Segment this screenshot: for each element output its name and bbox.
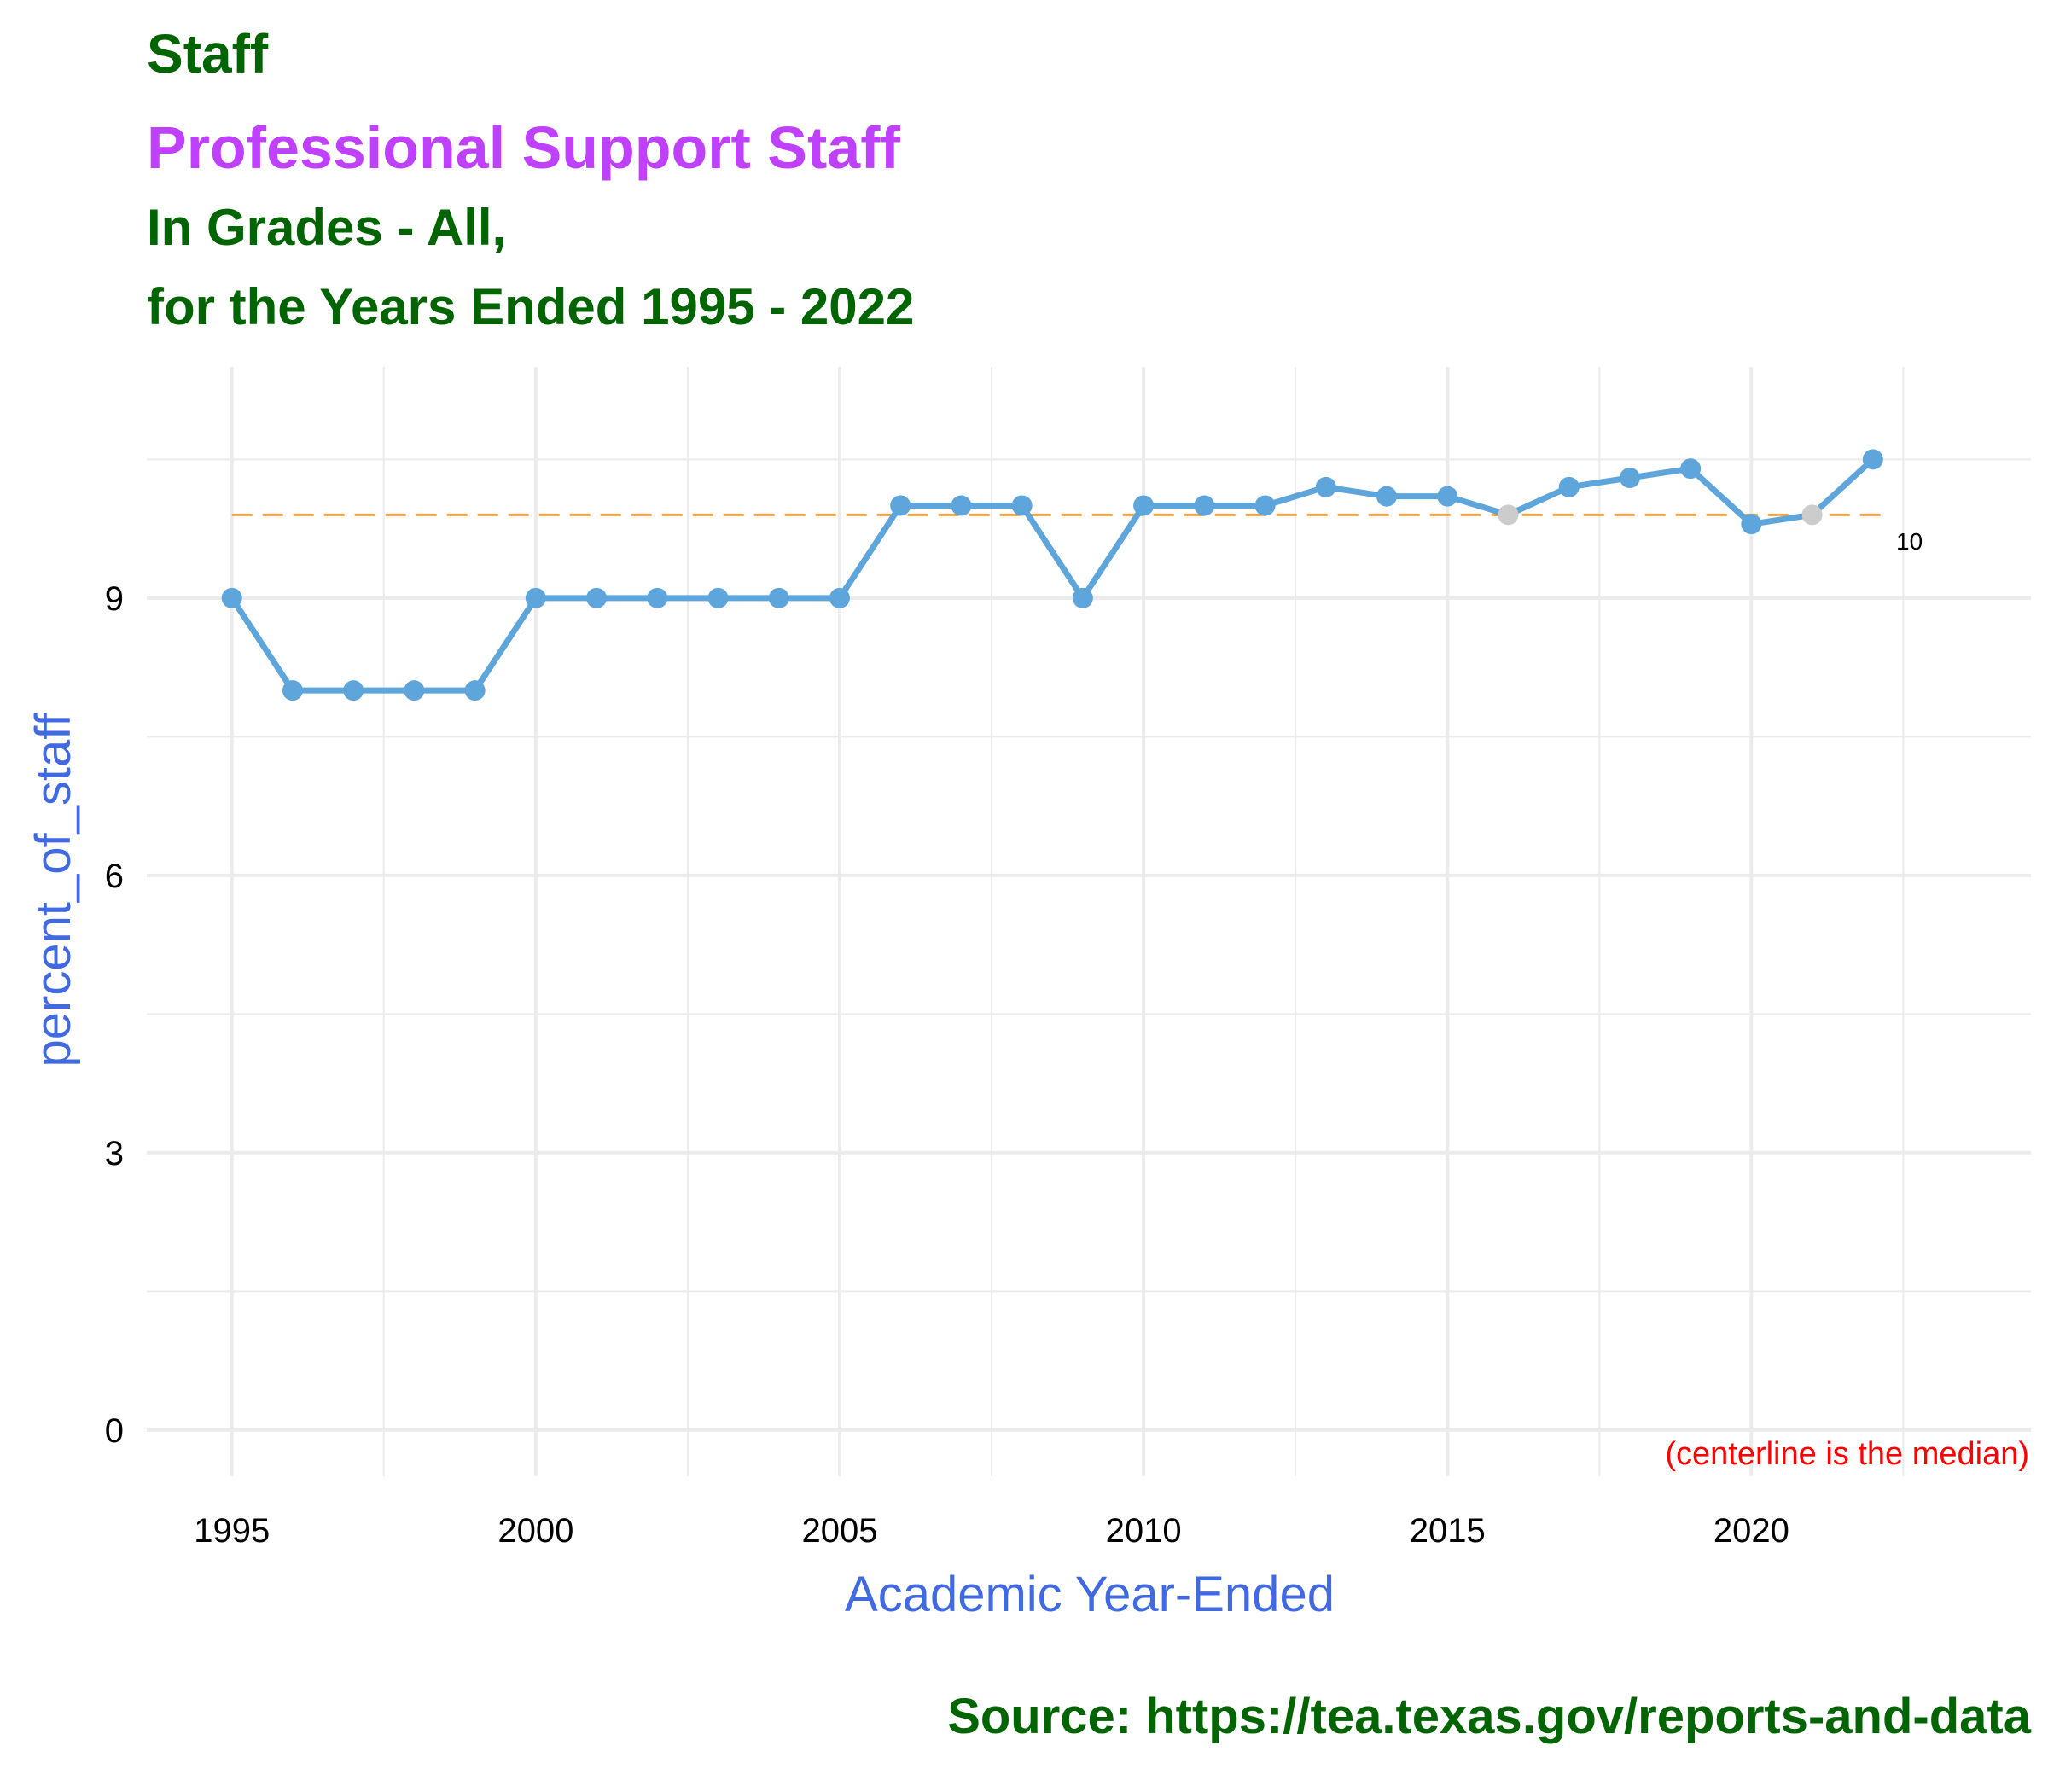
data-point <box>1741 514 1762 535</box>
data-point <box>1011 495 1033 516</box>
x-tick-label: 2015 <box>1410 1512 1486 1550</box>
x-axis-ticks: 1995 2000 2005 2010 2015 2020 <box>194 1512 1789 1550</box>
x-tick-label: 2005 <box>801 1512 877 1550</box>
chart-subtitle: Professional Support Staff <box>147 114 901 181</box>
chart-subtitle-years: for the Years Ended 1995 - 2022 <box>147 278 914 335</box>
data-point <box>1194 495 1215 516</box>
data-points <box>221 449 1883 701</box>
y-axis-ticks: 0 3 6 9 <box>105 580 124 1450</box>
data-point <box>1437 486 1458 507</box>
median-label: 10 <box>1896 528 1923 555</box>
data-point <box>890 495 911 516</box>
source-caption: Source: https://tea.texas.gov/reports-an… <box>947 1689 2032 1744</box>
data-point <box>707 587 729 608</box>
data-point <box>1619 468 1640 488</box>
chart-subtitle-grades: In Grades - All, <box>147 199 506 256</box>
x-tick-label: 2010 <box>1106 1512 1182 1550</box>
data-point <box>1558 476 1580 497</box>
data-point <box>1315 476 1336 497</box>
data-point <box>525 587 546 608</box>
data-point <box>829 587 850 608</box>
data-point <box>1072 587 1093 608</box>
data-point <box>951 495 972 516</box>
x-tick-label: 2000 <box>497 1512 573 1550</box>
data-point <box>404 680 425 701</box>
y-axis-label: percent_of_staff <box>26 713 81 1068</box>
data-point <box>282 680 303 701</box>
data-point <box>1680 458 1702 480</box>
highlight-data-point <box>1801 504 1823 526</box>
x-tick-label: 1995 <box>194 1512 270 1550</box>
y-tick-label: 3 <box>105 1135 124 1172</box>
minor-gridlines <box>147 367 2031 1476</box>
data-point <box>343 680 364 701</box>
data-point <box>647 587 668 608</box>
y-tick-label: 0 <box>105 1412 124 1450</box>
data-point <box>1376 486 1398 507</box>
highlight-data-point <box>1498 504 1519 526</box>
data-point <box>768 587 789 608</box>
y-tick-label: 6 <box>105 858 124 895</box>
major-gridlines <box>147 367 2031 1476</box>
data-point <box>1133 495 1155 516</box>
median-annotation: (centerline is the median) <box>1665 1436 2029 1472</box>
x-tick-label: 2020 <box>1713 1512 1789 1550</box>
x-axis-label: Academic Year-Ended <box>845 1567 1335 1622</box>
data-point <box>464 680 486 701</box>
data-point <box>1254 495 1276 516</box>
data-point <box>221 587 242 608</box>
chart-title: Staff <box>147 23 269 84</box>
data-point <box>1862 449 1883 470</box>
series-line <box>229 457 1876 694</box>
data-point <box>586 587 608 608</box>
y-tick-label: 9 <box>105 580 124 618</box>
